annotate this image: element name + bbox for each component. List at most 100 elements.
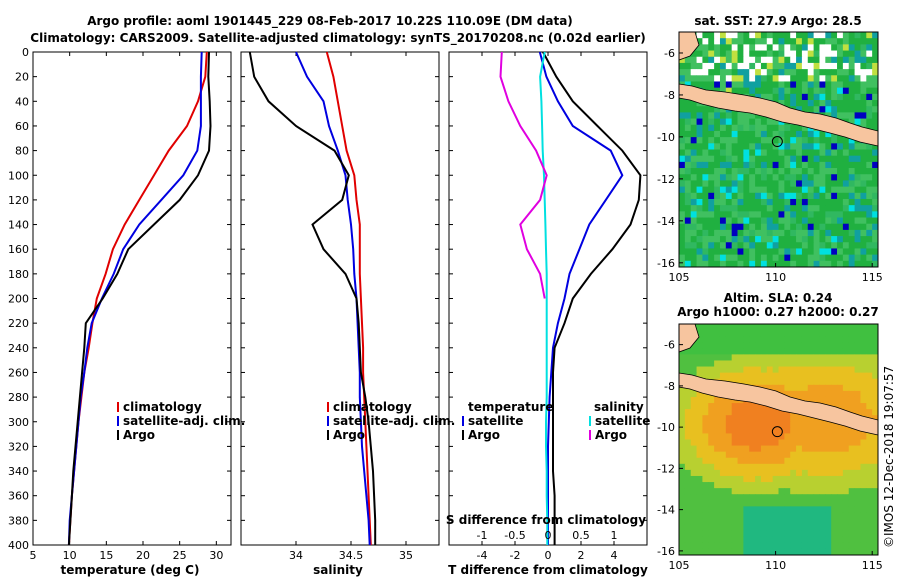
heatmap-cell: [702, 427, 709, 434]
heatmap-cell: [837, 445, 844, 453]
heatmap-cell: [790, 360, 797, 367]
heatmap-cell: [842, 439, 850, 446]
heatmap-cell: [831, 56, 838, 64]
heatmap-cell: [725, 409, 733, 416]
heatmap-cell: [760, 69, 768, 76]
heatmap-cell: [684, 69, 692, 76]
heatmap-cell: [725, 124, 733, 132]
heatmap-cell: [708, 433, 715, 440]
heatmap-cell: [872, 223, 879, 231]
heatmap-cell: [725, 168, 733, 175]
heatmap-cell: [848, 112, 855, 119]
heatmap-cell: [866, 38, 873, 45]
heatmap-cell: [737, 330, 744, 337]
sst-heatmap-cells: [679, 32, 879, 268]
heatmap-cell: [714, 69, 721, 76]
heatmap-cell: [702, 44, 709, 51]
heatmap-cell: [743, 186, 750, 194]
heatmap-cell: [760, 44, 768, 51]
heatmap-cell: [801, 161, 809, 169]
heatmap-cell: [696, 205, 703, 212]
x-tick-label: 5: [30, 549, 37, 562]
heatmap-cell: [872, 260, 879, 268]
heatmap-cell: [825, 354, 832, 361]
heatmap-cell: [796, 149, 803, 157]
heatmap-cell: [825, 192, 832, 200]
heatmap-cell: [784, 32, 791, 39]
heatmap-cell: [743, 548, 750, 556]
heatmap-cell: [813, 168, 820, 175]
heatmap-cell: [702, 180, 709, 187]
heatmap-cell: [790, 124, 797, 132]
heatmap-cell: [860, 192, 867, 200]
heatmap-cell: [737, 223, 744, 231]
heatmap-cell: [801, 106, 809, 113]
heatmap-cell: [796, 469, 803, 477]
heatmap-cell: [731, 112, 738, 119]
heatmap-cell: [801, 390, 809, 398]
heatmap-cell: [837, 439, 844, 446]
heatmap-cell: [766, 32, 774, 39]
heatmap-cell: [772, 81, 779, 89]
heatmap-cell: [743, 348, 750, 355]
heatmap-cell: [778, 427, 785, 434]
heatmap-cell: [772, 336, 779, 343]
heatmap-cell: [837, 451, 844, 459]
heatmap-cell: [790, 433, 797, 440]
heatmap-cell: [854, 475, 861, 483]
heatmap-cell: [801, 124, 809, 132]
heatmap-cell: [702, 512, 709, 519]
heatmap-cell: [708, 180, 715, 187]
heatmap-cell: [872, 463, 879, 471]
heatmap-cell: [866, 469, 873, 477]
heatmap-cell: [743, 87, 750, 95]
heatmap-cell: [690, 445, 697, 453]
heatmap-cell: [825, 360, 832, 367]
heatmap-cell: [860, 542, 867, 550]
heatmap-cell: [737, 229, 744, 237]
heatmap-cell: [848, 248, 855, 256]
heatmap-cell: [731, 506, 738, 513]
heatmap-cell: [760, 548, 768, 556]
heatmap-cell: [796, 186, 803, 194]
heatmap-cell: [702, 124, 709, 132]
heatmap-cell: [749, 198, 756, 206]
heatmap-cell: [749, 81, 756, 89]
heatmap-cell: [772, 409, 779, 416]
heatmap-cell: [760, 421, 768, 428]
heatmap-cell: [848, 236, 855, 243]
heatmap-cell: [731, 32, 738, 39]
heatmap-cell: [872, 500, 879, 507]
heatmap-cell: [842, 494, 850, 501]
heatmap-cell: [784, 44, 791, 51]
heatmap-cell: [831, 378, 838, 386]
heatmap-cell: [766, 530, 774, 538]
heatmap-cell: [831, 421, 838, 428]
heatmap-cell: [801, 50, 809, 58]
heatmap-cell: [807, 421, 815, 428]
heatmap-cell: [831, 44, 838, 51]
heatmap-cell: [760, 192, 768, 200]
heatmap-cell: [866, 354, 873, 361]
heatmap-cell: [766, 174, 774, 181]
heatmap-cell: [696, 168, 703, 175]
heatmap-cell: [848, 463, 855, 471]
legend-title-temperature: temperature: [468, 400, 553, 414]
heatmap-cell: [760, 366, 768, 374]
heatmap-cell: [702, 50, 709, 58]
heatmap-cell: [778, 378, 785, 386]
heatmap-cell: [860, 118, 867, 126]
heatmap-cell: [684, 260, 692, 268]
heatmap-cell: [866, 198, 873, 206]
sla-map-title-line1: Altim. SLA: 0.24: [724, 291, 833, 305]
heatmap-cell: [848, 198, 855, 206]
heatmap-cell: [749, 149, 756, 157]
heatmap-cell: [807, 330, 815, 337]
heatmap-cell: [714, 44, 721, 51]
heatmap-cell: [766, 56, 774, 64]
heatmap-cell: [796, 548, 803, 556]
heatmap-cell: [872, 548, 879, 556]
heatmap-cell: [749, 137, 756, 144]
heatmap-cell: [825, 390, 832, 398]
heatmap-cell: [825, 500, 832, 507]
